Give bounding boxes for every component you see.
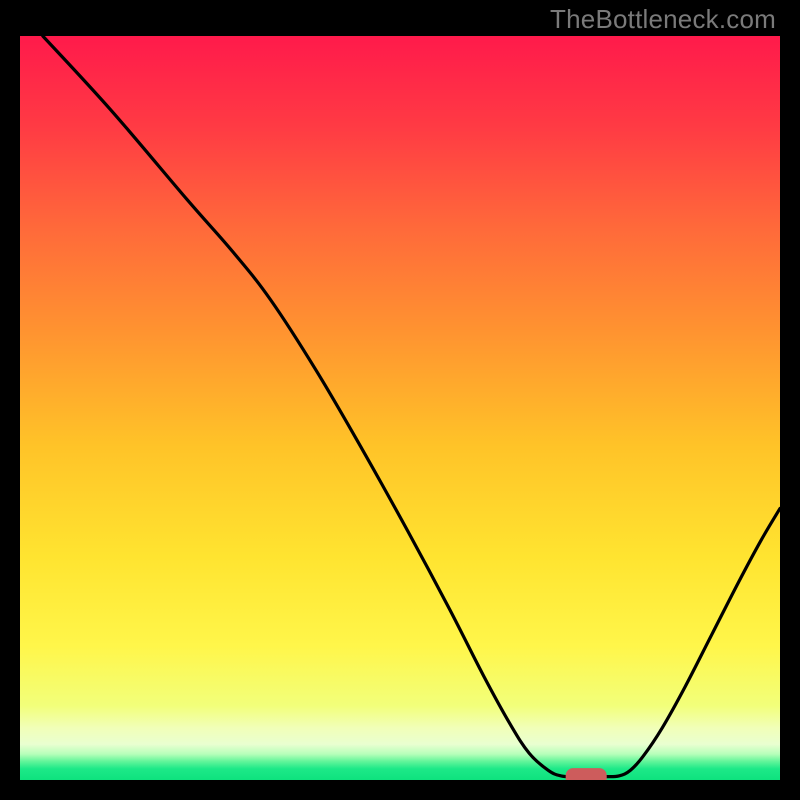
bottleneck-chart-svg (20, 36, 780, 780)
plot-area (20, 36, 780, 780)
optimal-marker (566, 768, 607, 780)
watermark-text: TheBottleneck.com (550, 4, 776, 35)
gradient-background (20, 36, 780, 780)
chart-frame: TheBottleneck.com (0, 0, 800, 800)
